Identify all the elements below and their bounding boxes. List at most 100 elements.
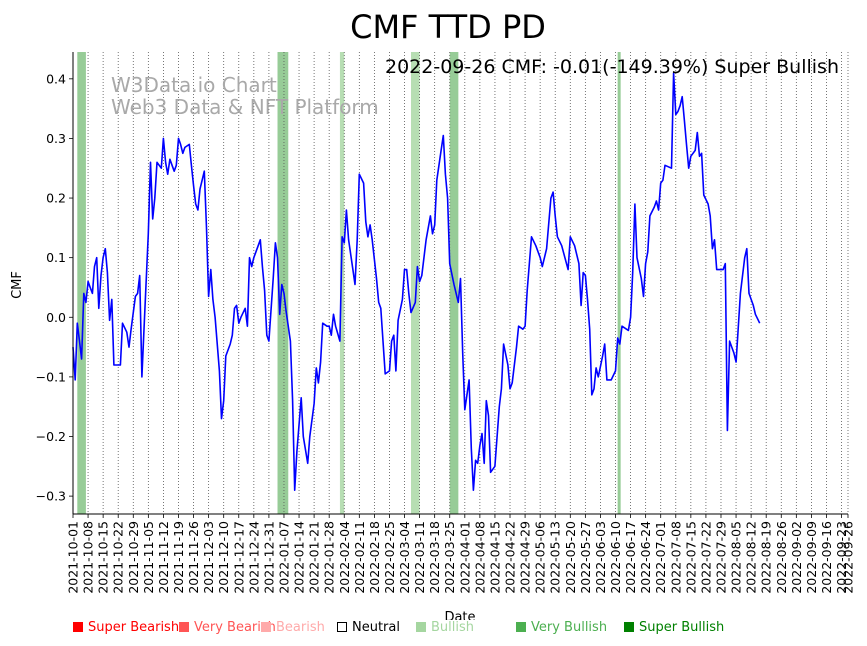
x-tick-label: 2021-12-03 — [201, 521, 216, 594]
signal-legend: Super Bearish Very Bearish Bearish Neutral B… — [73, 620, 863, 640]
cmf-line-chart: CMF TTD PD W3Data.io Chart Web3 Data & N… — [10, 8, 856, 620]
x-tick-label: 2022-05-27 — [578, 521, 593, 594]
x-tick-label: 2022-08-05 — [729, 521, 744, 594]
legend-item-bullish: Bullish — [416, 620, 474, 635]
x-tick-label: 2021-10-15 — [96, 521, 111, 594]
x-tick-label: 2022-02-18 — [367, 521, 382, 594]
x-tick-label: 2021-11-26 — [186, 521, 201, 594]
legend-swatch — [73, 622, 83, 632]
x-tick-label: 2022-04-22 — [503, 521, 518, 594]
x-axis-label: Date — [444, 610, 475, 620]
legend-item-neutral: Neutral — [337, 620, 400, 635]
x-tick-label: 2022-08-19 — [759, 521, 774, 594]
legend-label: Super Bullish — [639, 620, 725, 635]
legend-swatch — [624, 622, 634, 632]
x-tick-label: 2022-01-21 — [307, 521, 322, 594]
x-tick-label: 2022-02-25 — [382, 521, 397, 594]
x-tick-label: 2022-07-22 — [698, 521, 713, 594]
x-tick-label: 2021-11-19 — [171, 521, 186, 594]
latest-value-annotation: 2022-09-26 CMF: -0.01(-149.39%) Super Bu… — [385, 56, 839, 78]
y-tick-label: 0.2 — [46, 191, 66, 206]
x-tick-label: 2021-11-05 — [141, 521, 156, 594]
band-bullish — [410, 52, 420, 514]
x-tick-label: 2021-10-22 — [111, 521, 126, 594]
legend-swatch — [337, 622, 347, 632]
legend-swatch — [516, 622, 526, 632]
legend-label: Super Bearish — [88, 620, 180, 635]
cmf-series — [72, 72, 761, 492]
legend-item-very-bearish: Very Bearish — [179, 620, 276, 635]
legend-swatch — [416, 622, 426, 632]
x-tick-label: 2022-09-16 — [819, 521, 834, 594]
legend-label: Bullish — [431, 620, 475, 635]
x-tick-label: 2021-11-12 — [156, 521, 171, 594]
x-tick-label: 2022-05-06 — [533, 521, 548, 594]
x-tick-label: 2022-06-24 — [638, 521, 653, 594]
x-tick-label: 2021-12-31 — [261, 521, 276, 594]
x-tick-label: 2022-04-08 — [472, 521, 487, 594]
cmf-line — [72, 72, 761, 492]
legend-label: Neutral — [352, 620, 400, 635]
date-gridlines — [72, 52, 849, 514]
x-tick-label: 2022-07-08 — [668, 521, 683, 594]
x-tick-label: 2022-09-02 — [789, 521, 804, 594]
x-tick-label: 2022-06-03 — [593, 521, 608, 594]
legend-label: Bearish — [276, 620, 325, 635]
legend-label: Very Bullish — [531, 620, 608, 635]
x-tick-label: 2022-09-09 — [804, 521, 819, 594]
legend-item-bearish: Bearish — [261, 620, 325, 635]
band-super-bullish — [277, 52, 289, 514]
x-tick-label: 2021-12-17 — [231, 521, 246, 594]
legend-swatch — [179, 622, 189, 632]
x-tick-label: 2022-05-20 — [563, 521, 578, 594]
x-tick-label: 2022-07-15 — [683, 521, 698, 594]
x-tick-label: 2021-10-08 — [81, 521, 96, 594]
x-tick-label: 2021-12-10 — [216, 521, 231, 594]
y-tick-label: 0.4 — [46, 71, 66, 86]
x-tick-label: 2022-01-07 — [276, 521, 291, 594]
x-tick-label: 2022-03-18 — [427, 521, 442, 594]
chart-title: CMF TTD PD — [350, 8, 546, 46]
legend-item-super-bearish: Super Bearish — [73, 620, 179, 635]
legend-item-very-bullish: Very Bullish — [516, 620, 607, 635]
x-tick-label: 2022-03-04 — [397, 521, 412, 594]
x-tick-label: 2022-01-28 — [322, 521, 337, 594]
x-tick-label: 2022-06-17 — [623, 521, 638, 594]
band-super-bullish — [617, 52, 621, 514]
x-tick-label: 2022-07-01 — [653, 521, 668, 594]
y-tick-label: 0.3 — [46, 131, 66, 146]
y-tick-label: −0.2 — [36, 429, 66, 444]
legend-swatch — [261, 622, 271, 632]
legend-label: Very Bearish — [194, 620, 276, 635]
x-tick-label: 2022-01-14 — [292, 521, 307, 594]
x-tick-label: 2022-02-11 — [352, 521, 367, 594]
x-tick-label: 2022-04-29 — [518, 521, 533, 594]
x-tick-label: 2022-06-10 — [608, 521, 623, 594]
watermark-line-2: Web3 Data & NFT Platform — [111, 95, 379, 119]
x-tick-label: 2022-03-25 — [442, 521, 457, 594]
watermark-line-1: W3Data.io Chart — [111, 73, 277, 97]
y-tick-label: −0.1 — [36, 369, 66, 384]
x-tick-label: 2022-02-04 — [337, 521, 352, 594]
x-tick-label: 2022-09-26 — [841, 521, 856, 594]
x-tick-label: 2022-09-23 — [834, 521, 849, 594]
y-axis-label: CMF — [10, 271, 25, 299]
legend-item-super-bullish: Super Bullish — [624, 620, 724, 635]
axes: 2021-10-01 2021-10-08 2021-10-15 2021-10-22… — [36, 52, 856, 594]
x-tick-label: 2022-08-26 — [774, 521, 789, 594]
x-tick-label: 2022-04-01 — [457, 521, 472, 594]
x-tick-label: 2021-10-01 — [66, 521, 81, 594]
x-tick-label: 2022-05-13 — [548, 521, 563, 594]
x-tick-label: 2022-04-15 — [487, 521, 502, 594]
y-tick-label: 0.1 — [46, 250, 66, 265]
band-bullish — [339, 52, 345, 514]
x-tick-label: 2021-12-24 — [246, 521, 261, 594]
y-tick-label: 0.0 — [46, 310, 66, 325]
x-tick-label: 2021-10-29 — [126, 521, 141, 594]
x-tick-label: 2022-07-29 — [713, 521, 728, 594]
x-tick-label: 2022-08-12 — [744, 521, 759, 594]
x-tick-label: 2022-03-11 — [412, 521, 427, 594]
signal-bands — [77, 52, 621, 514]
y-tick-label: −0.3 — [36, 489, 66, 504]
band-super-bullish — [77, 52, 86, 514]
